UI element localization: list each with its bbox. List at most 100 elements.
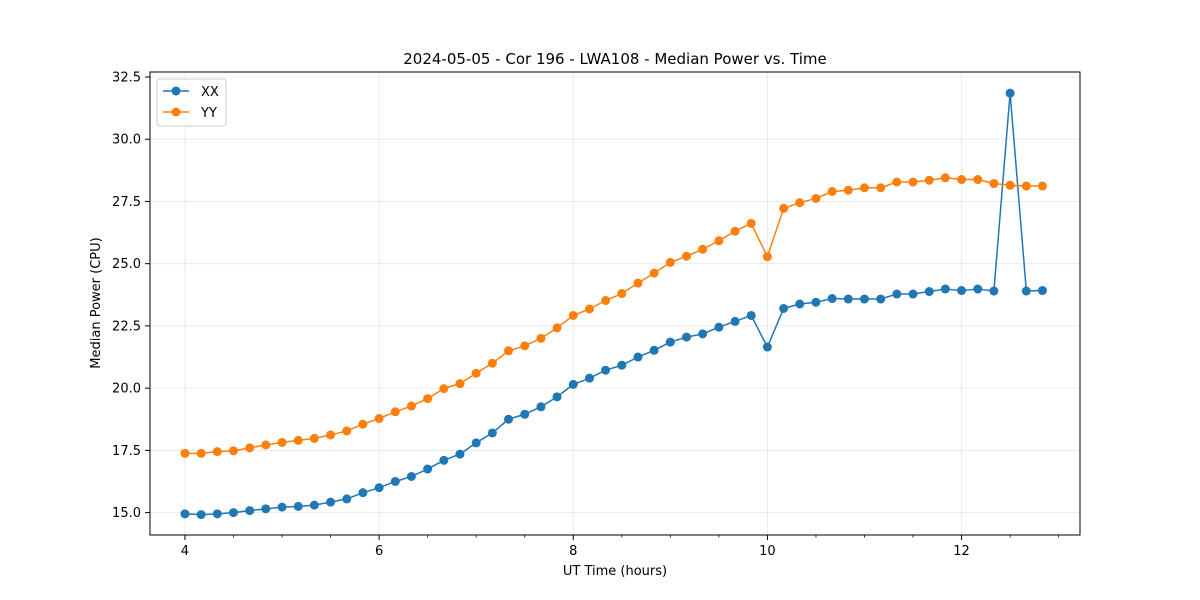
data-point-xx bbox=[811, 297, 821, 307]
data-point-xx bbox=[358, 488, 368, 498]
y-tick-label: 22.5 bbox=[112, 319, 141, 334]
data-point-xx bbox=[277, 502, 287, 512]
data-point-yy bbox=[633, 278, 643, 288]
data-point-xx bbox=[746, 310, 756, 320]
data-point-xx bbox=[212, 509, 222, 519]
data-point-yy bbox=[601, 296, 611, 306]
data-point-xx bbox=[293, 501, 303, 511]
data-point-yy bbox=[342, 426, 352, 436]
grid-lines bbox=[150, 72, 1080, 535]
data-point-xx bbox=[552, 392, 562, 402]
data-point-yy bbox=[180, 448, 190, 458]
data-point-xx bbox=[455, 449, 465, 459]
data-point-yy bbox=[665, 257, 675, 267]
data-point-yy bbox=[957, 175, 967, 185]
data-point-xx bbox=[682, 332, 692, 342]
data-point-yy bbox=[374, 414, 384, 423]
data-point-yy bbox=[762, 252, 772, 262]
data-point-xx bbox=[180, 509, 190, 519]
data-point-xx bbox=[536, 402, 546, 412]
data-point-yy bbox=[682, 251, 692, 261]
data-point-yy bbox=[892, 177, 902, 187]
data-point-yy bbox=[212, 447, 222, 457]
data-point-xx bbox=[342, 494, 352, 504]
data-point-xx bbox=[245, 506, 255, 516]
y-axis-label: Median Power (CPU) bbox=[89, 237, 104, 368]
plot-frame bbox=[149, 71, 1081, 536]
data-point-yy bbox=[277, 437, 287, 447]
x-tick-label: 12 bbox=[953, 544, 970, 559]
y-tick-label: 20.0 bbox=[112, 382, 141, 397]
data-point-yy bbox=[973, 175, 983, 185]
x-axis-ticks: 4 6 8 10 12 bbox=[181, 535, 1060, 559]
data-point-yy bbox=[293, 435, 303, 445]
data-point-yy bbox=[568, 310, 578, 320]
data-point-yy bbox=[811, 193, 821, 203]
legend-label-xx: XX bbox=[201, 85, 219, 100]
data-point-yy bbox=[649, 268, 659, 278]
y-tick-label: 32.5 bbox=[112, 70, 141, 85]
data-point-yy bbox=[309, 433, 319, 443]
data-point-xx bbox=[795, 299, 805, 309]
data-point-xx bbox=[504, 414, 514, 424]
data-point-xx bbox=[390, 476, 400, 486]
data-point-xx bbox=[568, 379, 578, 389]
data-point-yy bbox=[795, 198, 805, 208]
series-xx bbox=[180, 88, 1047, 520]
data-point-xx bbox=[617, 360, 627, 370]
data-point-xx bbox=[973, 284, 983, 294]
data-point-yy bbox=[859, 183, 869, 193]
data-point-xx bbox=[957, 286, 967, 296]
data-point-xx bbox=[633, 352, 643, 362]
data-point-xx bbox=[827, 294, 837, 304]
legend-marker-yy bbox=[171, 107, 181, 117]
data-point-yy bbox=[1021, 181, 1031, 191]
data-point-yy bbox=[358, 419, 368, 429]
data-point-xx bbox=[601, 365, 611, 375]
data-point-xx bbox=[908, 289, 918, 299]
data-point-yy bbox=[1005, 180, 1015, 190]
data-point-yy bbox=[439, 384, 449, 394]
x-axis-label: UT Time (hours) bbox=[563, 564, 667, 579]
y-axis-ticks: 15.0 17.5 20.0 22.5 25.0 27.5 30.0 32.5 bbox=[112, 70, 150, 521]
data-point-xx bbox=[487, 428, 497, 438]
data-point-xx bbox=[309, 500, 319, 510]
data-point-xx bbox=[584, 373, 594, 383]
data-point-xx bbox=[471, 438, 481, 448]
data-point-yy bbox=[876, 183, 886, 193]
x-tick-label: 6 bbox=[375, 544, 383, 559]
data-point-xx bbox=[228, 508, 238, 518]
data-point-xx bbox=[730, 316, 740, 326]
data-point-yy bbox=[714, 236, 724, 246]
data-point-xx bbox=[196, 510, 206, 520]
data-point-yy bbox=[536, 333, 546, 343]
y-tick-label: 17.5 bbox=[112, 444, 141, 459]
data-point-xx bbox=[714, 322, 724, 332]
series-yy bbox=[180, 173, 1047, 458]
chart-title: 2024-05-05 - Cor 196 - LWA108 - Median P… bbox=[403, 50, 827, 68]
data-point-xx bbox=[649, 345, 659, 355]
data-point-xx bbox=[892, 289, 902, 299]
data-point-xx bbox=[326, 497, 336, 507]
data-point-yy bbox=[924, 175, 934, 185]
y-tick-label: 25.0 bbox=[112, 257, 141, 272]
legend-label-yy: YY bbox=[200, 106, 217, 121]
data-point-yy bbox=[471, 368, 481, 378]
data-point-xx bbox=[698, 329, 708, 339]
data-point-yy bbox=[1037, 181, 1047, 191]
series-layer bbox=[180, 88, 1047, 520]
data-point-xx bbox=[261, 504, 271, 514]
data-point-yy bbox=[584, 304, 594, 314]
data-point-yy bbox=[908, 177, 918, 187]
data-point-yy bbox=[827, 186, 837, 196]
data-point-yy bbox=[455, 379, 465, 389]
data-point-xx bbox=[374, 483, 384, 493]
data-point-yy bbox=[245, 443, 255, 453]
data-point-xx bbox=[843, 294, 853, 304]
data-point-xx bbox=[859, 294, 869, 304]
data-point-yy bbox=[746, 218, 756, 228]
data-point-xx bbox=[1021, 286, 1031, 296]
data-point-xx bbox=[1037, 286, 1047, 296]
data-point-yy bbox=[261, 440, 271, 450]
